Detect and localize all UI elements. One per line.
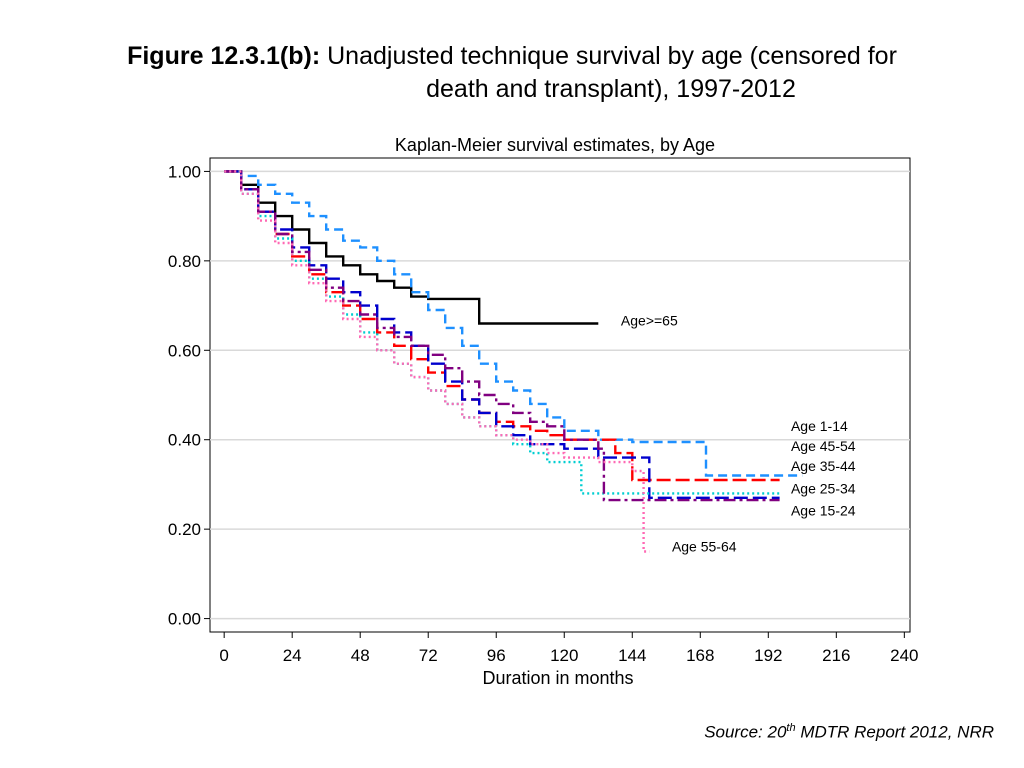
curve-label: Age 25-34 [791,480,856,496]
x-tick-label: 192 [754,646,782,665]
curve-label: Age 1-14 [791,418,848,434]
y-tick-label: 0.60 [168,341,201,360]
figure-title: Figure 12.3.1(b): Unadjusted technique s… [0,40,1024,106]
curve-label: Age>=65 [621,313,678,329]
curve-label: Age 45-54 [791,438,856,454]
curve-label: Age 15-24 [791,503,856,519]
y-tick-label: 0.40 [168,431,201,450]
x-axis-label: Duration in months [482,668,633,688]
series-line [224,170,803,477]
y-tick-label: 0.80 [168,252,201,271]
gridlines [210,170,910,620]
y-axis: 0.00 0.20 0.40 0.60 0.80 1.00 [168,162,210,629]
figure-title-line2: death and transplant), 1997-2012 [426,75,796,103]
curve-label: Age 35-44 [791,458,856,474]
y-tick-label: 0.20 [168,520,201,539]
source-note: Source: 20th MDTR Report 2012, NRR [704,722,994,743]
y-tick-label: 0.00 [168,610,201,629]
x-tick-label: 144 [618,646,646,665]
figure-label: Figure 12.3.1(b): [127,42,321,70]
x-tick-label: 96 [487,646,506,665]
source-suffix: MDTR Report 2012, NRR [795,722,994,742]
series-line [224,170,650,553]
source-prefix: Source: 20 [704,722,787,742]
x-axis: 0 24 48 72 96 120 144 168 192 216 240 [219,632,919,665]
chart-title: Kaplan-Meier survival estimates, by Age [395,135,715,155]
x-tick-label: 168 [686,646,714,665]
figure-title-line1: Unadjusted technique survival by age (ce… [327,42,897,70]
curve-label: Age 55-64 [672,539,737,555]
y-tick-label: 1.00 [168,162,201,181]
x-tick-label: 0 [219,646,228,665]
x-tick-label: 120 [550,646,578,665]
plot-area [209,157,911,633]
x-tick-label: 72 [419,646,438,665]
x-tick-label: 24 [283,646,302,665]
survival-curves [224,170,803,553]
curve-labels: Age>=65 Age 1-14 Age 45-54 Age 35-44 Age 25-… [621,313,856,555]
source-superscript: th [786,722,796,734]
x-tick-label: 48 [351,646,370,665]
x-tick-label: 216 [822,646,850,665]
x-tick-label: 240 [890,646,918,665]
